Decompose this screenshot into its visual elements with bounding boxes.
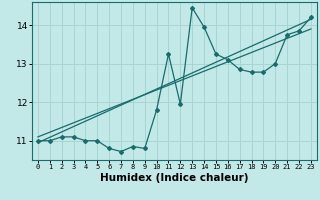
X-axis label: Humidex (Indice chaleur): Humidex (Indice chaleur) — [100, 173, 249, 183]
